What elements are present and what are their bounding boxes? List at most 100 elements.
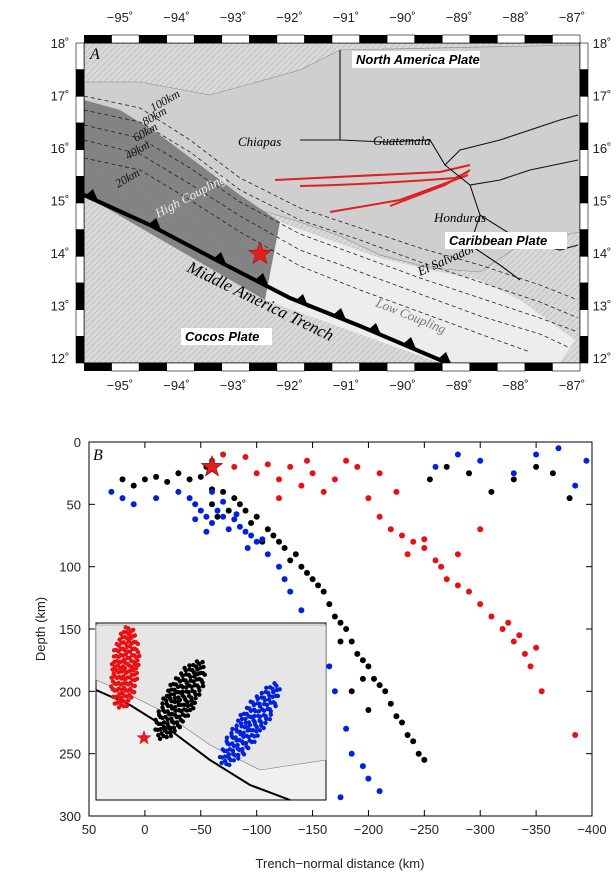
- map-panel: −95˚ −94˚ −93˚ −92˚ −91˚ −90˚ −89˚ −88˚ −87˚ −95…: [51, 10, 612, 393]
- x-tick-label: −350: [521, 822, 550, 837]
- inset-point: [187, 667, 192, 672]
- x-tick-label: −150: [298, 822, 327, 837]
- data-point: [326, 663, 333, 670]
- data-point: [354, 463, 361, 470]
- trench-tooth: [85, 189, 99, 203]
- data-point: [477, 526, 484, 533]
- frame-segment: [386, 34, 415, 44]
- inset-epicenter-star-icon: [136, 730, 152, 745]
- x-tick-label: −300: [466, 822, 495, 837]
- data-point: [348, 638, 355, 645]
- inset-point: [137, 653, 142, 659]
- inset-point: [109, 684, 114, 689]
- data-point: [443, 576, 450, 583]
- data-point: [276, 538, 282, 545]
- plate-box-north-america: [352, 51, 480, 68]
- frame-segment: [441, 362, 471, 372]
- lon-label: −91˚: [333, 10, 359, 25]
- frame-segment: [75, 229, 85, 257]
- data-point: [521, 650, 528, 657]
- data-point: [270, 532, 277, 539]
- data-point: [404, 732, 411, 738]
- inset-point: [117, 637, 122, 642]
- x-tick-label: −100: [242, 822, 271, 837]
- inset-point: [252, 739, 257, 744]
- frame-segment: [304, 35, 332, 43]
- data-point: [337, 638, 344, 645]
- inset-point: [259, 690, 264, 696]
- data-point: [572, 732, 579, 738]
- inset-point: [254, 729, 259, 734]
- inset-point: [246, 745, 251, 751]
- inset-point: [132, 690, 137, 695]
- data-point: [209, 488, 215, 495]
- data-point: [197, 507, 204, 514]
- data-point: [376, 470, 383, 477]
- inset-point: [111, 648, 117, 653]
- data-point: [108, 488, 115, 495]
- inset-point: [244, 705, 250, 711]
- panel-label-a: A: [89, 46, 100, 63]
- data-point: [236, 501, 243, 508]
- inset-point: [192, 700, 197, 705]
- frame-segment: [111, 34, 140, 44]
- data-point: [426, 476, 433, 483]
- trench-tooth: [295, 294, 309, 308]
- inset-point: [156, 733, 161, 738]
- lat-label: 13˚: [593, 299, 612, 314]
- frame-segment: [579, 42, 589, 70]
- lat-label: 16˚: [593, 141, 612, 156]
- lon-label: −90˚: [389, 378, 415, 393]
- data-point: [415, 750, 422, 757]
- data-point: [309, 470, 316, 477]
- inset-point: [241, 752, 247, 757]
- data-point: [331, 476, 338, 483]
- inset-point: [123, 625, 128, 630]
- inset-point: [181, 677, 186, 683]
- inset-point: [201, 664, 206, 670]
- inset-point: [264, 702, 270, 708]
- frame-segment: [552, 34, 581, 44]
- inset-point: [153, 717, 158, 723]
- inset-point: [171, 692, 177, 697]
- inset-point: [164, 701, 169, 707]
- inset-point: [184, 672, 189, 677]
- frame-segment: [84, 35, 112, 43]
- inset-point: [227, 762, 232, 768]
- data-point: [393, 713, 400, 720]
- x-axis-ticks: 50 0 −50 −100 −150 −200 −250 −300 −350 −400: [82, 442, 607, 837]
- data-point: [527, 663, 534, 670]
- data-point: [287, 463, 294, 470]
- lon-label: −90˚: [389, 10, 415, 25]
- data-point: [231, 516, 238, 523]
- inset-point: [271, 689, 276, 695]
- data-point: [555, 445, 562, 452]
- data-point: [225, 507, 232, 514]
- frame-segment: [552, 362, 581, 372]
- data-point: [292, 551, 299, 558]
- lat-label: 18˚: [51, 36, 70, 51]
- data-point: [432, 557, 439, 564]
- inset-point: [272, 681, 277, 686]
- inset-point: [236, 752, 241, 758]
- frame-segment: [75, 282, 85, 310]
- inset-point: [164, 734, 169, 740]
- inset-point: [185, 703, 190, 709]
- inset-point: [219, 760, 224, 766]
- lat-label: 17˚: [51, 89, 70, 104]
- inset-point: [191, 662, 196, 668]
- data-point: [454, 582, 461, 589]
- data-point: [264, 526, 271, 533]
- frame-segment: [75, 149, 85, 177]
- frame-segment: [75, 42, 85, 70]
- x-tick-label: −400: [577, 822, 606, 837]
- data-point: [399, 532, 405, 539]
- inset-point: [257, 728, 263, 733]
- inset-point: [236, 756, 241, 761]
- inset-point: [236, 718, 241, 723]
- data-point: [499, 626, 506, 632]
- data-point: [488, 488, 495, 495]
- frame-segment: [497, 34, 526, 44]
- inset-point: [263, 720, 268, 726]
- inset-point: [173, 708, 178, 713]
